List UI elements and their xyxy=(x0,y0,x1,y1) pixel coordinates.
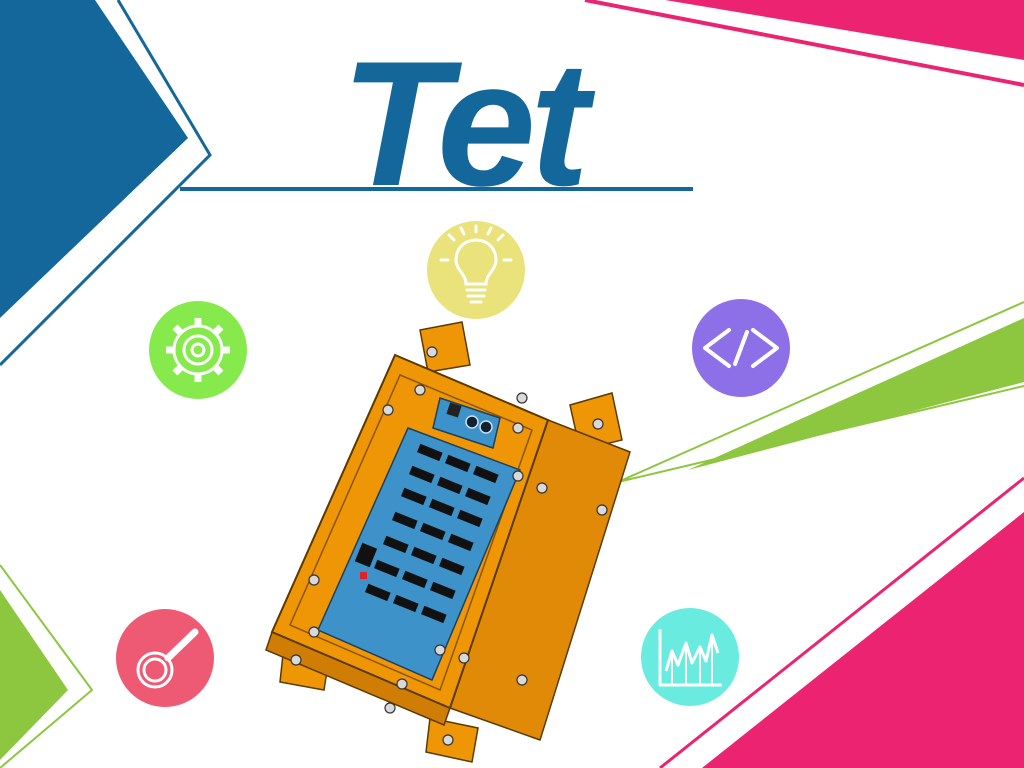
connector-port xyxy=(446,402,462,418)
magnifier-badge xyxy=(116,609,214,707)
device-illustration xyxy=(265,321,631,763)
status-led xyxy=(360,572,367,579)
code-icon xyxy=(703,328,779,368)
pink-bottom-wedge xyxy=(702,512,1024,768)
green-bottom-outline xyxy=(0,564,94,768)
device-inner-frame xyxy=(289,374,533,692)
pink-bottom-line xyxy=(659,476,1024,768)
pink-top-band xyxy=(665,0,1024,60)
gear-badge xyxy=(149,301,247,399)
green-bottom-triangle xyxy=(0,590,68,760)
blue-chevron-outline xyxy=(0,0,212,367)
connector-jack-1 xyxy=(465,415,479,429)
lightbulb-badge xyxy=(427,221,525,319)
slide-title: Tet xyxy=(341,24,596,223)
line-chart-badge xyxy=(641,608,739,706)
device-screws xyxy=(290,346,608,746)
gear-icon xyxy=(166,318,230,382)
blue-chevron-shape xyxy=(0,0,188,318)
lightbulb-icon xyxy=(439,224,513,304)
terminal-blocks xyxy=(354,443,499,624)
connector-jack-2 xyxy=(479,420,493,434)
green-spike xyxy=(688,318,1024,470)
pink-top-line xyxy=(584,0,1024,87)
mount-tab-top xyxy=(419,321,471,373)
line-chart-icon xyxy=(658,629,722,687)
code-badge xyxy=(692,299,790,397)
magnifier-icon xyxy=(136,628,199,689)
